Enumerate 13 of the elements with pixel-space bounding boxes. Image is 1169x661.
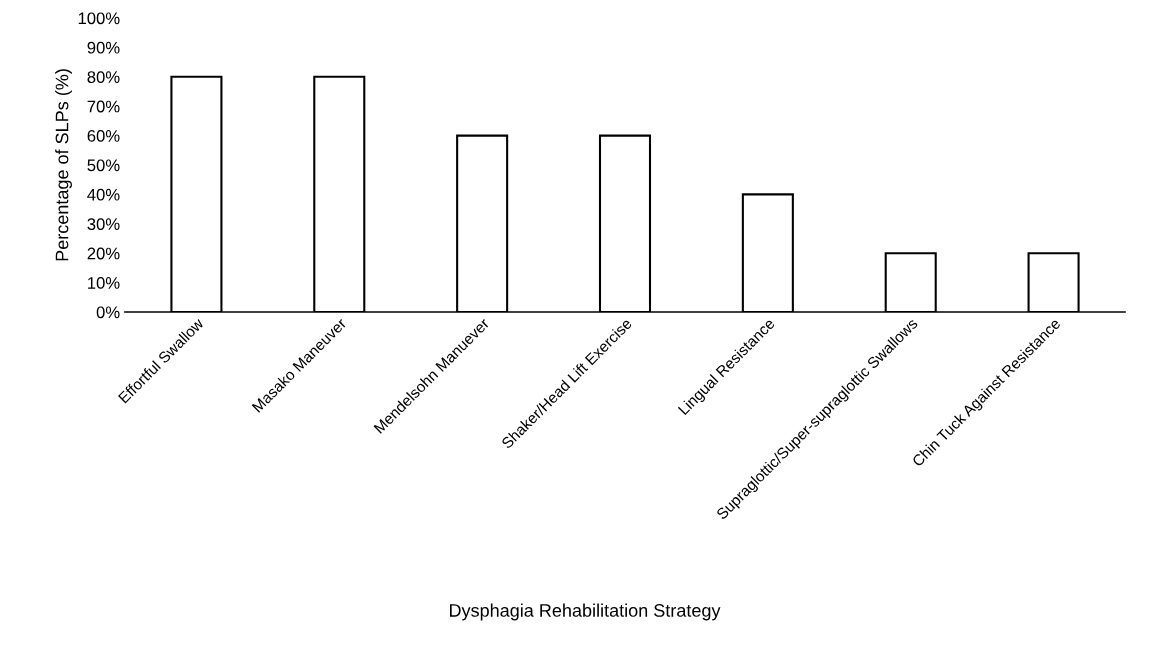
y-tick-label: 80% [87, 71, 120, 83]
x-axis-title: Dysphagia Rehabilitation Strategy [449, 603, 721, 621]
y-tick-label: 100% [78, 12, 120, 25]
y-tick-label: 60% [87, 130, 120, 142]
y-tick-label: 90% [87, 41, 120, 54]
y-tick-label: 0% [96, 306, 120, 319]
y-tick-label: 20% [87, 247, 120, 260]
y-tick-label: 40% [87, 188, 120, 201]
y-axis-title: Percentage of SLPs (%) [55, 69, 72, 261]
y-tick-label: 70% [87, 100, 120, 113]
y-tick-label: 10% [88, 277, 120, 289]
y-tick-label: 30% [87, 218, 120, 230]
y-tick-label: 50% [87, 159, 120, 172]
